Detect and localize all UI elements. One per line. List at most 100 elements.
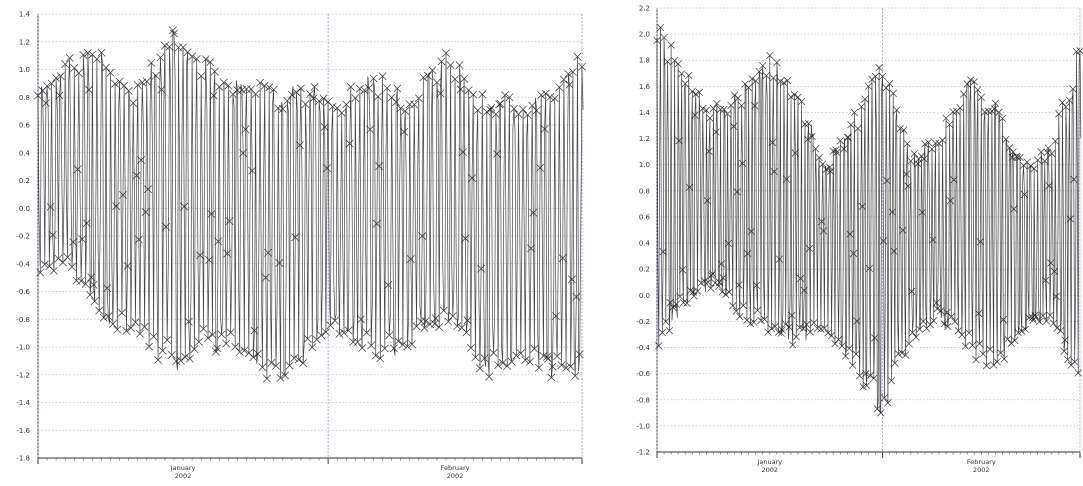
data-point-marker [864, 82, 873, 90]
data-point-marker [140, 322, 149, 331]
data-point-marker [791, 149, 800, 157]
data-point-marker [995, 108, 1003, 116]
data-point-marker [1061, 336, 1069, 344]
data-point-marker [747, 227, 755, 236]
y-tick-label: 0.6 [19, 122, 31, 130]
data-point-marker [702, 106, 710, 114]
data-point-marker [532, 106, 541, 115]
data-point-marker [487, 103, 496, 112]
data-point-marker [575, 350, 584, 359]
data-point-marker [290, 354, 299, 363]
data-point-marker [82, 219, 91, 228]
y-tick-label: -1.0 [636, 422, 650, 430]
data-point-marker [85, 85, 93, 94]
data-point-marker [269, 85, 278, 94]
data-point-marker [655, 342, 663, 350]
data-point-marker [414, 94, 423, 103]
data-point-marker [679, 299, 688, 307]
data-point-marker [89, 280, 98, 289]
data-point-marker [717, 260, 725, 268]
data-point-marker [222, 339, 231, 348]
data-point-marker [451, 75, 460, 83]
y-tick-label: -0.6 [636, 370, 650, 378]
data-point-marker [703, 196, 711, 205]
data-point-marker [281, 371, 290, 380]
data-point-marker [735, 281, 743, 289]
data-point-marker [430, 319, 439, 328]
data-point-marker [831, 340, 839, 348]
data-point-marker [147, 59, 156, 67]
data-point-marker [1027, 162, 1035, 170]
data-point-marker [1065, 96, 1074, 104]
data-point-marker [385, 331, 394, 340]
data-point-marker [292, 88, 301, 97]
data-point-marker [705, 147, 713, 156]
data-point-marker [961, 342, 970, 350]
data-point-marker [160, 41, 169, 50]
data-point-marker [525, 357, 534, 366]
data-point-marker [260, 81, 269, 90]
data-point-marker [788, 311, 796, 320]
data-point-marker [568, 68, 577, 76]
data-point-marker [192, 55, 201, 63]
data-point-marker [940, 320, 948, 328]
data-point-marker [818, 217, 826, 226]
data-point-marker [834, 335, 843, 344]
data-point-marker [692, 90, 700, 98]
data-point-marker [444, 317, 453, 326]
data-point-marker [68, 262, 76, 271]
data-point-marker [406, 255, 415, 264]
data-point-marker [891, 359, 899, 367]
data-point-marker [231, 342, 240, 351]
data-point-marker [910, 150, 918, 158]
data-point-marker [408, 340, 416, 349]
data-point-marker [275, 258, 284, 267]
data-point-marker [852, 350, 860, 358]
data-point-marker [723, 110, 732, 118]
data-point-marker [1029, 316, 1037, 324]
data-point-marker [667, 41, 675, 49]
data-point-marker [880, 394, 889, 402]
data-point-marker [725, 288, 733, 296]
data-point-marker [564, 70, 573, 78]
data-point-marker [678, 70, 686, 78]
data-point-marker [706, 114, 714, 122]
data-point-marker [890, 247, 898, 255]
data-point-marker [328, 102, 337, 111]
data-point-marker [557, 361, 566, 370]
data-point-marker [838, 342, 846, 350]
data-point-marker [908, 287, 916, 296]
data-point-marker [1039, 312, 1047, 320]
data-point-marker [102, 63, 110, 72]
data-point-marker [309, 94, 318, 103]
data-point-marker [736, 312, 744, 321]
data-point-marker [738, 159, 747, 167]
data-point-marker [261, 273, 270, 282]
data-point-marker [932, 299, 941, 307]
data-point-marker [136, 329, 144, 338]
data-point-marker [542, 353, 551, 361]
data-point-marker [74, 69, 83, 78]
data-point-marker [752, 77, 760, 85]
data-point-marker [86, 291, 95, 299]
data-point-marker [857, 103, 866, 111]
data-point-marker [108, 320, 117, 328]
data-point-marker [536, 163, 545, 172]
data-point-marker [766, 51, 774, 60]
data-point-marker [296, 84, 305, 93]
data-point-marker [403, 342, 412, 351]
data-point-marker [1025, 314, 1033, 322]
data-point-marker [56, 72, 65, 81]
data-point-marker [685, 183, 694, 191]
data-point-marker [900, 126, 908, 134]
data-point-marker [248, 166, 257, 175]
data-point-marker [843, 133, 851, 141]
data-point-marker [1020, 190, 1029, 199]
data-point-marker [707, 271, 716, 280]
data-point-marker [853, 317, 861, 325]
data-point-marker [780, 79, 788, 87]
data-point-marker [65, 54, 74, 62]
data-point-marker [968, 341, 977, 350]
data-point-marker [1076, 47, 1083, 55]
data-point-marker [410, 100, 419, 109]
